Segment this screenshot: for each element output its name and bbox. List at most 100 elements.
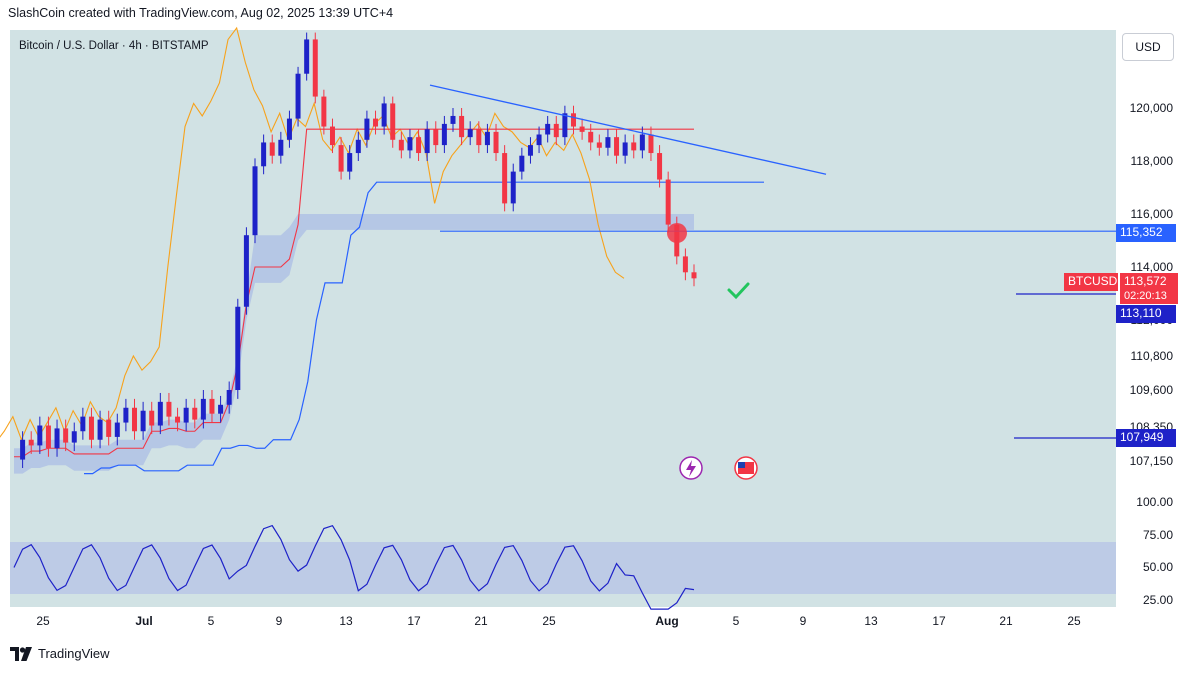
candle-body — [347, 153, 353, 172]
candle-body — [657, 153, 663, 180]
y-tick-label: 25.00 — [1142, 593, 1173, 607]
candle-body — [502, 153, 508, 204]
tradingview-logo[interactable]: TradingView — [10, 646, 110, 661]
current-line-tag: 113,110 — [1116, 305, 1176, 323]
y-tick-label: 116,000 — [1130, 207, 1174, 221]
candle-body — [312, 39, 318, 97]
candle-body — [364, 118, 370, 140]
candle-body — [321, 96, 327, 127]
candle-body — [286, 118, 292, 140]
tradingview-logo-text: TradingView — [38, 646, 110, 661]
candle-body — [166, 401, 172, 417]
candle-body — [691, 272, 697, 279]
candle-body — [226, 390, 232, 405]
y-tick-label: 114,000 — [1130, 260, 1174, 274]
currency-button[interactable]: USD — [1122, 33, 1174, 61]
candle-body — [97, 419, 103, 440]
x-tick-label: 25 — [1067, 614, 1081, 628]
candle-body — [80, 416, 86, 432]
candle-body — [123, 407, 129, 423]
candle-body — [252, 166, 258, 236]
candle-body — [45, 425, 51, 449]
flag-canton — [738, 462, 745, 468]
candle-body — [441, 123, 447, 146]
candle-body — [243, 235, 249, 307]
price-marker — [667, 223, 687, 243]
candle-body — [424, 129, 430, 154]
symbol-title: Bitcoin / U.S. Dollar · 4h · BITSTAMP — [19, 40, 209, 52]
tradingview-logo-icon — [10, 646, 32, 661]
candle-body — [140, 410, 146, 432]
candle-body — [338, 145, 344, 172]
countdown-tag: 02:20:13 — [1120, 289, 1178, 304]
resistance-price-tag: 115,352 — [1116, 224, 1176, 242]
candle-body — [37, 425, 43, 446]
x-tick-label: 13 — [864, 614, 878, 628]
y-tick-label: 100.00 — [1136, 495, 1173, 509]
candle-body — [63, 428, 69, 443]
descending-trendline — [429, 84, 827, 175]
symbol-price-tag: BTCUSD — [1064, 273, 1118, 291]
y-tick-label: 75.00 — [1142, 528, 1173, 542]
candle-body — [450, 115, 456, 124]
x-tick-label: 17 — [407, 614, 421, 628]
candle-body — [536, 134, 542, 146]
candle-body — [88, 416, 94, 440]
candle-body — [614, 137, 620, 156]
candle-body — [631, 142, 637, 151]
candle-body — [648, 134, 654, 154]
y-tick-label: 120,000 — [1129, 101, 1173, 115]
y-tick-label: 110,800 — [1130, 349, 1174, 363]
candle-body — [381, 103, 387, 127]
last-price-tag: 113,572 — [1120, 273, 1178, 289]
candle-body — [527, 145, 533, 156]
candle-body — [579, 126, 585, 132]
candle-body — [665, 179, 671, 225]
candle-body — [570, 113, 576, 127]
candle-body — [562, 113, 568, 138]
rsi-line — [13, 524, 695, 610]
candle-body — [218, 404, 224, 414]
candle-body — [545, 123, 551, 135]
candle-body — [114, 422, 120, 437]
candle-body — [235, 306, 241, 390]
candle-body — [459, 115, 465, 138]
x-tick-label: 13 — [339, 614, 353, 628]
candle-body — [605, 137, 611, 148]
support-price-tag: 107,949 — [1116, 429, 1176, 447]
candle-body — [329, 126, 335, 146]
check-mark-icon — [727, 282, 750, 300]
x-tick-label: 9 — [799, 614, 807, 628]
candle-body — [261, 142, 267, 167]
x-tick-label: Aug — [655, 614, 679, 628]
y-tick-label: 50.00 — [1142, 560, 1173, 574]
candle-body — [209, 398, 215, 414]
candle-body — [433, 129, 439, 146]
x-tick-label: 21 — [999, 614, 1013, 628]
candle-body — [20, 439, 26, 460]
candle-body — [175, 416, 181, 423]
candle-body — [588, 131, 594, 143]
x-tick-label: 25 — [542, 614, 556, 628]
x-tick-label: 17 — [932, 614, 946, 628]
x-tick-label: 5 — [732, 614, 740, 628]
candle-body — [183, 407, 189, 423]
candle-body — [269, 142, 275, 156]
chart-header: SlashCoin created with TradingView.com, … — [8, 6, 394, 20]
lagging-span-line — [0, 26, 625, 442]
y-tick-label: 107,150 — [1129, 454, 1173, 468]
lightning-glyph — [686, 460, 696, 477]
candle-body — [510, 171, 516, 204]
candle-body — [295, 73, 301, 119]
candle-body — [106, 419, 112, 437]
candle-body — [467, 129, 473, 138]
candle-body — [476, 129, 482, 146]
candle-body — [28, 439, 34, 446]
candle-body — [519, 155, 525, 172]
candle-body — [157, 401, 163, 426]
candle-body — [200, 398, 206, 420]
x-tick-label: 5 — [207, 614, 215, 628]
leading-span-line — [84, 181, 764, 475]
candle-body — [355, 139, 361, 154]
